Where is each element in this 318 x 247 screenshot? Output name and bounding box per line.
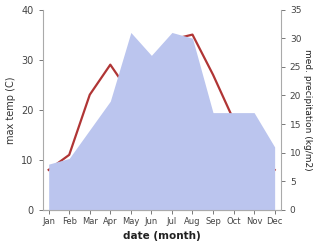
Y-axis label: max temp (C): max temp (C) xyxy=(5,76,16,144)
Y-axis label: med. precipitation (kg/m2): med. precipitation (kg/m2) xyxy=(303,49,313,171)
X-axis label: date (month): date (month) xyxy=(123,231,201,242)
